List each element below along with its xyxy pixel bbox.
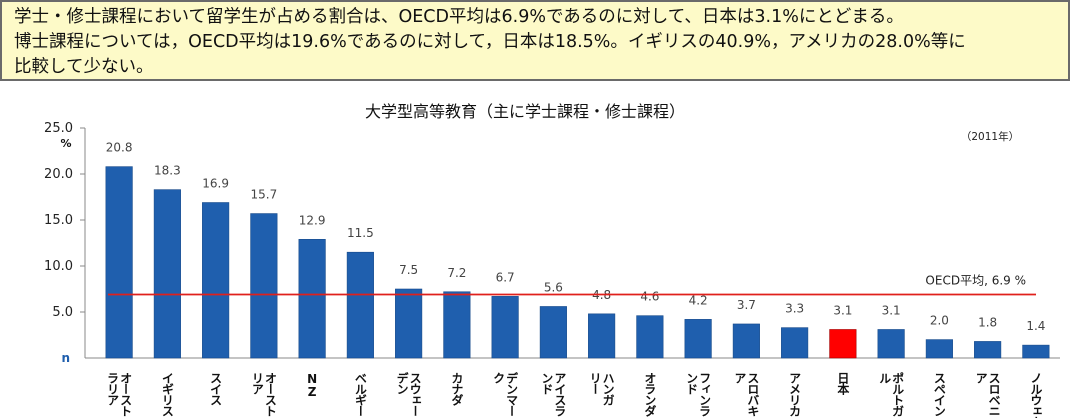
y-tick-label: 25.0 — [44, 121, 73, 136]
category-label: オランダ — [643, 372, 657, 417]
category-label: 日本 — [836, 372, 850, 396]
category-label: デン — [395, 371, 409, 395]
bar — [491, 296, 519, 359]
category-label: ア — [733, 372, 747, 384]
bar — [588, 313, 616, 359]
oecd-average-label: OECD平均, 6.9 % — [925, 274, 1026, 288]
category-label: ベルギー — [353, 372, 367, 416]
bar-value-label: 15.7 — [251, 188, 278, 202]
category-label: フィンラ — [698, 372, 712, 417]
y-unit-label: % — [60, 137, 71, 150]
bar — [877, 329, 905, 359]
category-label: NZ — [305, 372, 319, 398]
bar — [925, 339, 953, 359]
category-label: オースト — [263, 372, 277, 417]
bar-value-label: 18.3 — [154, 164, 181, 178]
y-tick-label: 10.0 — [44, 259, 73, 274]
category-label: スウェー — [408, 372, 422, 416]
summary-box: 学士・修士課程において留学生が占める割合は、OECD平均は6.9%であるのに対し… — [0, 0, 1070, 81]
bar-value-label: 3.7 — [737, 298, 756, 312]
category-label: アメリカ — [788, 372, 802, 417]
bar-value-label: 7.2 — [447, 266, 466, 280]
category-label: ラリア — [106, 372, 120, 406]
bar — [732, 323, 760, 359]
bar — [105, 166, 133, 359]
category-label: スイス — [209, 372, 223, 406]
bar-value-label: 4.2 — [689, 293, 708, 307]
bar — [636, 315, 664, 359]
category-label: イギリス — [160, 372, 174, 417]
category-label: ハンガ — [601, 372, 615, 406]
category-label: ル — [878, 372, 892, 384]
bar-value-label: 3.1 — [833, 303, 852, 317]
category-label: ンド — [540, 372, 554, 395]
bar-value-label: 7.5 — [399, 263, 418, 277]
category-label: デンマー — [505, 371, 519, 416]
y-tick-label: 20.0 — [44, 167, 73, 182]
category-label: ノルウェー — [1029, 372, 1043, 418]
bar — [1022, 344, 1050, 359]
bar-value-label: 1.4 — [1026, 319, 1045, 333]
bar — [781, 327, 809, 359]
category-label: アイスラ — [553, 372, 567, 417]
bar — [346, 251, 374, 359]
category-label: スロバキ — [746, 372, 760, 417]
bar — [298, 239, 326, 359]
bar — [202, 202, 230, 359]
bar-value-label: 1.8 — [978, 315, 997, 329]
bar-value-label: 11.5 — [347, 226, 374, 240]
bar-value-label: 3.3 — [785, 302, 804, 316]
bar-value-label: 2.0 — [930, 314, 949, 328]
summary-line-2: 博士課程については，OECD平均は19.6%であるのに対して，日本は18.5%。… — [14, 32, 966, 52]
summary-line-3: 比較して少ない。 — [14, 57, 154, 77]
bar-value-label: 20.8 — [106, 141, 133, 155]
bar-value-label: 4.6 — [640, 290, 659, 304]
bar-value-label: 12.9 — [299, 213, 326, 227]
bar — [443, 291, 471, 359]
year-note: （2011年） — [961, 130, 1019, 143]
bar — [153, 189, 181, 359]
category-label: ア — [974, 372, 988, 384]
bar-value-label: 6.7 — [496, 270, 515, 284]
bar-value-label: 16.9 — [202, 177, 229, 191]
category-label: カナダ — [450, 372, 464, 406]
bar — [539, 306, 567, 359]
category-label: オースト — [119, 372, 133, 417]
bar — [395, 288, 423, 359]
summary-line-1: 学士・修士課程において留学生が占める割合は、OECD平均は6.9%であるのに対し… — [14, 7, 904, 27]
bar — [829, 329, 857, 359]
category-label: ク — [492, 372, 506, 384]
category-label: リア — [250, 372, 264, 395]
bar-value-label: 3.1 — [882, 303, 901, 317]
category-label: ポルトガ — [891, 371, 905, 417]
category-label: スロベニ — [987, 372, 1001, 416]
y-zero-tick-label: n — [61, 351, 70, 365]
category-label: スペイン — [932, 372, 946, 417]
y-tick-label: 5.0 — [52, 305, 73, 320]
bar-value-label: 5.6 — [544, 280, 563, 294]
category-label: リー — [588, 372, 602, 394]
chart-title: 大学型高等教育（主に学士課程・修士課程） — [365, 102, 685, 121]
bar — [684, 319, 712, 359]
bar — [974, 341, 1002, 359]
category-label: ンド — [685, 372, 699, 395]
y-tick-label: 15.0 — [44, 213, 73, 228]
bar — [250, 213, 278, 359]
